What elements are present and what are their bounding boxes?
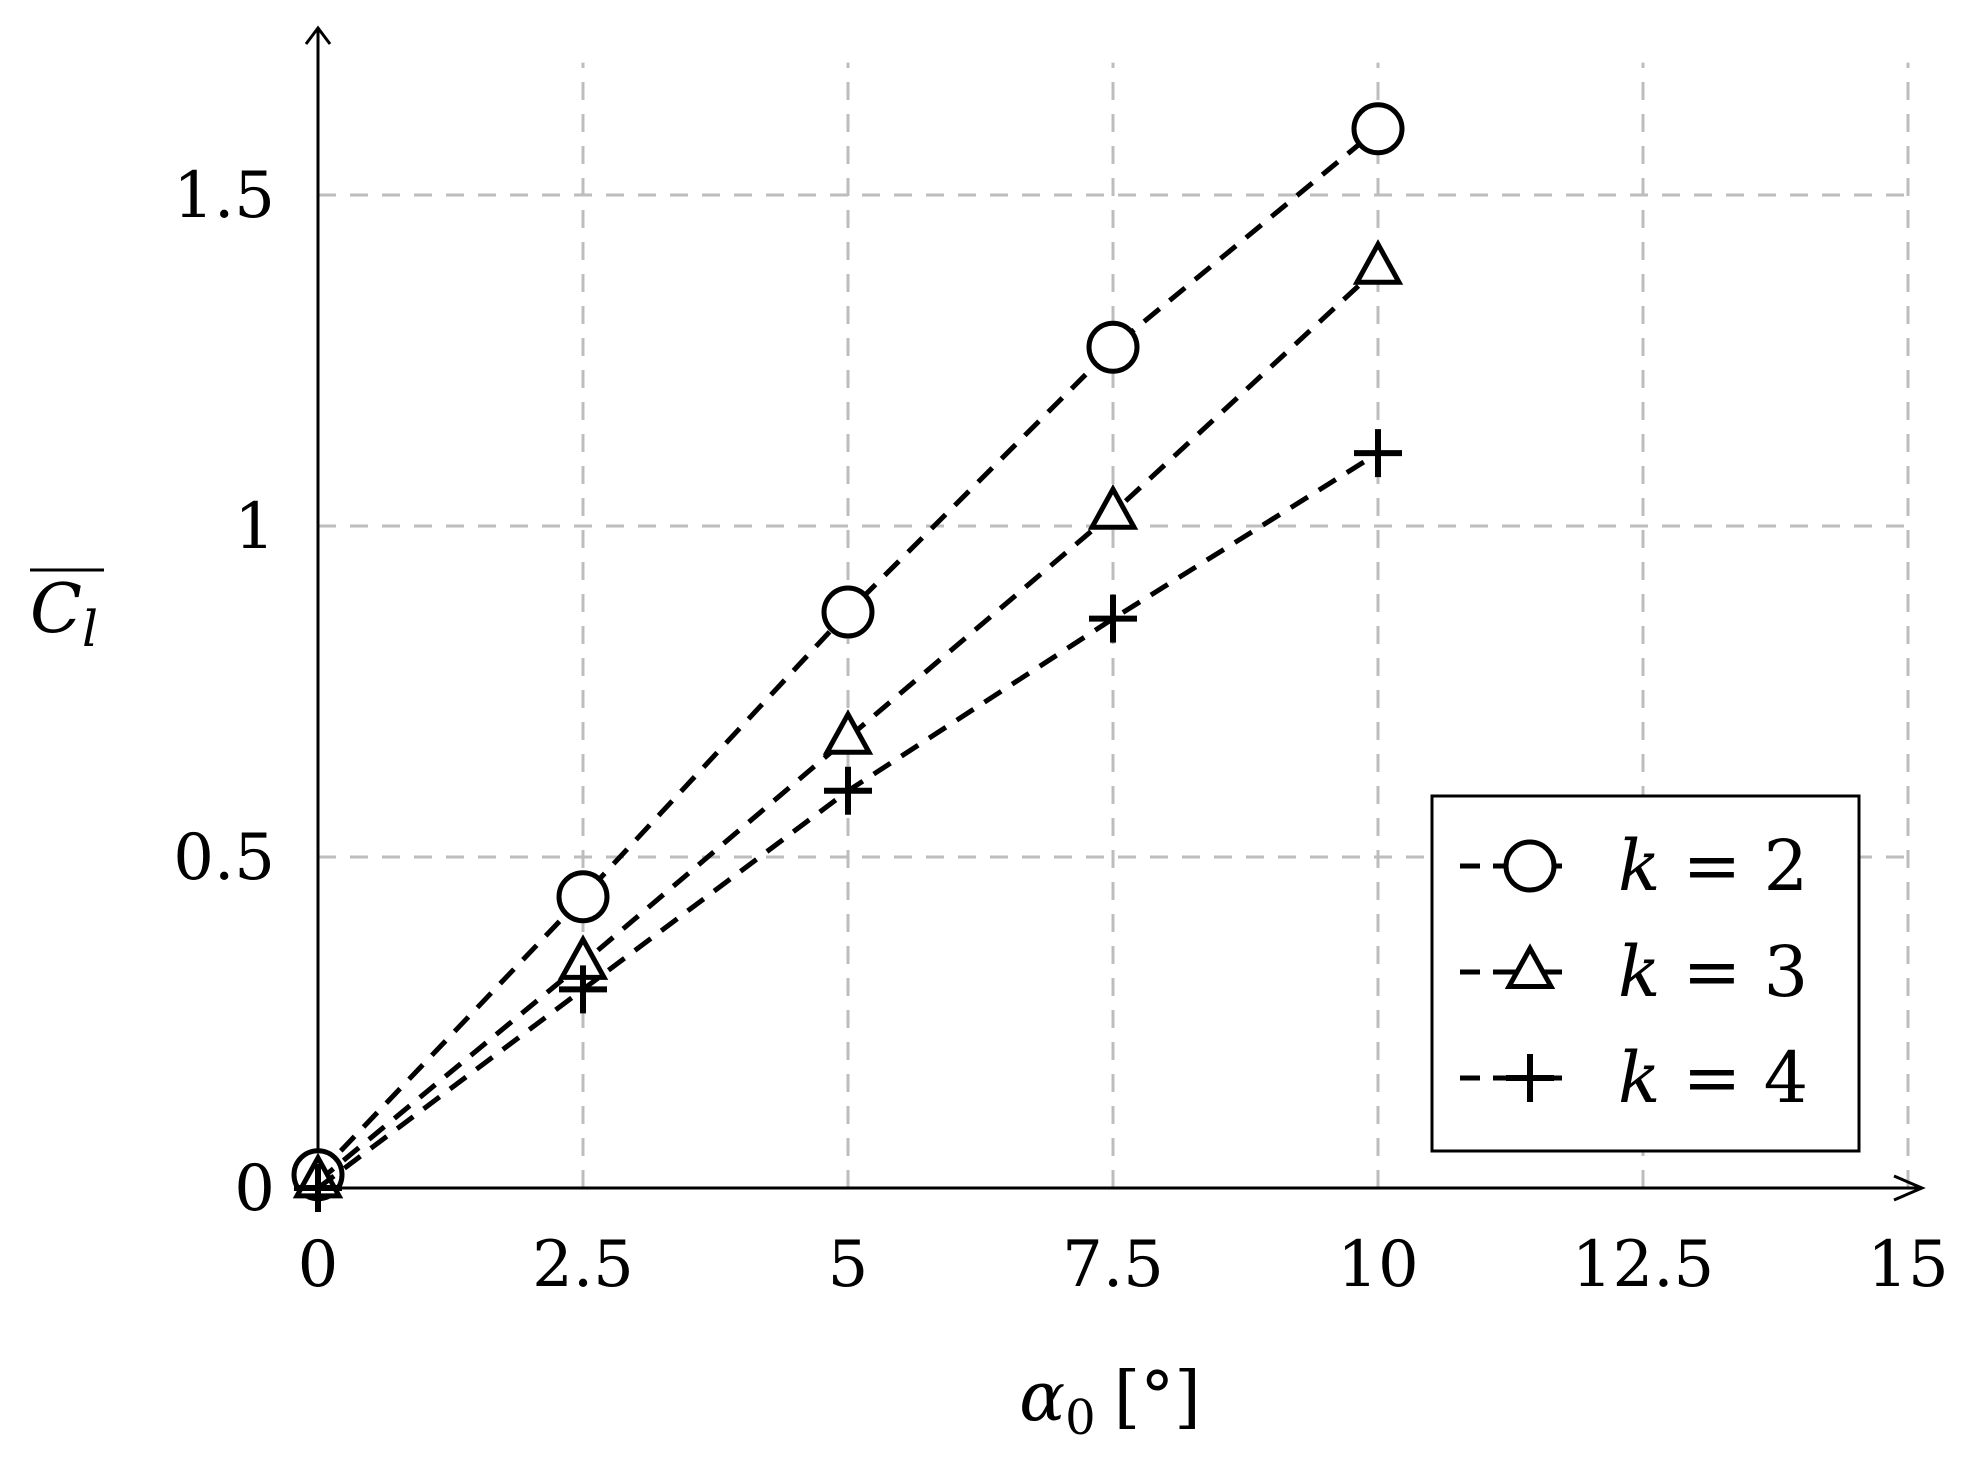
circle-marker — [821, 585, 875, 639]
y-axis-label: Cl — [30, 568, 104, 658]
circle-marker — [1503, 839, 1557, 893]
x-axis-label: α0 [°] — [1019, 1358, 1201, 1446]
y-tick-label: 1.5 — [173, 159, 275, 233]
circle-marker — [1086, 320, 1140, 374]
x-tick-label: 12.5 — [1572, 1228, 1715, 1302]
triangle-marker — [1504, 943, 1556, 989]
legend-variable: k — [1618, 931, 1660, 1013]
x-axis-unit: [°] — [1114, 1358, 1201, 1437]
plus-marker — [294, 1164, 342, 1212]
svg-text:Cl: Cl — [30, 570, 98, 658]
circle-marker — [1351, 102, 1405, 156]
legend-value: = 4 — [1660, 1037, 1808, 1119]
x-axis-subscript: 0 — [1065, 1390, 1096, 1446]
triangle-marker — [1087, 484, 1139, 530]
x-tick-label: 10 — [1337, 1228, 1418, 1302]
x-axis-arrow — [1893, 1174, 1926, 1202]
triangle-marker — [822, 709, 874, 755]
series-layer — [291, 102, 1405, 1212]
axes — [304, 25, 1926, 1202]
plus-marker — [1506, 1054, 1554, 1102]
x-tick-label: 0 — [298, 1228, 339, 1302]
tick-labels: 0 2.5 5 7.5 10 12.5 15 0 0.5 1 1.5 — [173, 159, 1949, 1302]
legend-label: k = 4 — [1618, 1037, 1808, 1119]
y-axis-arrow — [304, 25, 332, 45]
x-axis-symbol: α — [1019, 1358, 1065, 1437]
circle-marker — [556, 870, 610, 924]
legend-value: = 2 — [1660, 825, 1808, 907]
plus-marker — [1089, 594, 1137, 643]
legend-label: k = 2 — [1618, 825, 1808, 907]
legend: k = 2k = 3k = 4 — [1430, 794, 1861, 1153]
legend-value: = 3 — [1660, 931, 1808, 1013]
triangle-marker — [1352, 239, 1404, 285]
y-tick-label: 1 — [234, 490, 275, 564]
plus-marker — [1354, 429, 1402, 478]
x-tick-label: 15 — [1867, 1228, 1948, 1302]
legend-item: k = 3 — [1460, 931, 1808, 1013]
x-tick-label: 2.5 — [532, 1228, 634, 1302]
plus-marker — [824, 766, 872, 815]
legend-item: k = 2 — [1460, 825, 1808, 907]
series-circle — [291, 102, 1405, 1202]
plus-marker — [559, 965, 607, 1014]
y-axis-label-main: C — [30, 570, 82, 649]
series-line — [316, 265, 1380, 1184]
y-tick-label: 0 — [234, 1152, 275, 1226]
y-tick-label: 0.5 — [173, 821, 275, 895]
y-axis-label-subscript: l — [82, 600, 98, 658]
legend-variable: k — [1618, 825, 1660, 907]
legend-label: k = 3 — [1618, 931, 1808, 1013]
legend-item: k = 4 — [1460, 1037, 1808, 1119]
x-tick-label: 7.5 — [1062, 1228, 1164, 1302]
legend-variable: k — [1618, 1037, 1660, 1119]
series-plus — [294, 429, 1402, 1212]
x-tick-label: 5 — [828, 1228, 869, 1302]
